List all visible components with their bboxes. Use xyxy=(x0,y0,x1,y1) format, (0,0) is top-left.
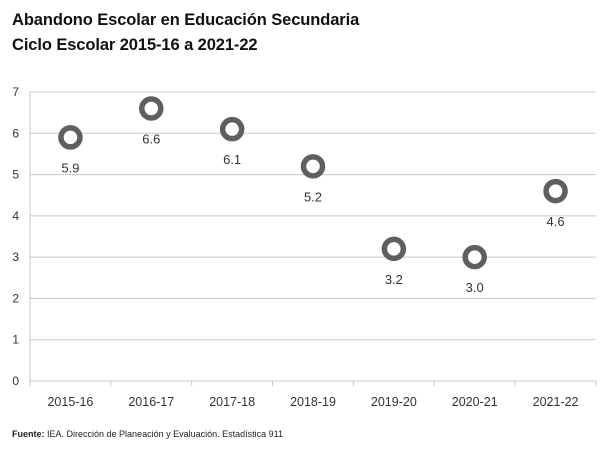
data-point-2016-17 xyxy=(139,96,164,121)
data-label-2015-16: 5.9 xyxy=(61,160,79,175)
data-point-2020-21 xyxy=(462,244,487,270)
data-label-2018-19: 5.2 xyxy=(304,189,322,204)
y-tick-label-6: 6 xyxy=(12,126,19,140)
x-tick-label-2017-18: 2017-18 xyxy=(209,395,255,409)
y-tick-label-1: 1 xyxy=(12,333,19,347)
y-tick-label-7: 7 xyxy=(12,85,19,99)
x-tick-label-2018-19: 2018-19 xyxy=(290,395,336,409)
x-tick-label-2019-20: 2019-20 xyxy=(371,395,417,409)
data-label-2020-21: 3.0 xyxy=(466,280,484,295)
data-point-2017-18 xyxy=(219,116,245,142)
data-point-2019-20 xyxy=(381,236,407,262)
x-tick-label-2015-16: 2015-16 xyxy=(47,395,93,409)
data-label-2016-17: 6.6 xyxy=(142,132,160,147)
data-point-2021-22 xyxy=(543,178,568,204)
data-label-2019-20: 3.2 xyxy=(385,272,403,287)
source-label: Fuente: xyxy=(12,429,45,439)
x-tick-label-2021-22: 2021-22 xyxy=(533,395,579,409)
chart-subtitle: Ciclo Escolar 2015-16 a 2021-22 xyxy=(12,36,258,54)
chart-title: Abandono Escolar en Educación Secundaria xyxy=(12,11,360,29)
data-label-2017-18: 6.1 xyxy=(223,152,241,167)
data-label-2021-22: 4.6 xyxy=(547,214,565,229)
y-tick-label-5: 5 xyxy=(12,168,19,182)
y-tick-label-4: 4 xyxy=(12,209,19,223)
x-tick-label-2016-17: 2016-17 xyxy=(128,395,174,409)
y-tick-label-2: 2 xyxy=(12,291,19,305)
data-point-2015-16 xyxy=(58,125,83,150)
x-tick-label-2020-21: 2020-21 xyxy=(452,395,498,409)
data-point-2018-19 xyxy=(300,154,326,179)
chart-title-block: Abandono Escolar en Educación Secundaria… xyxy=(12,8,359,58)
y-tick-label-0: 0 xyxy=(12,374,19,388)
y-tick-label-3: 3 xyxy=(12,250,19,264)
source-text: IEA. Dirección de Planeación y Evaluació… xyxy=(47,429,283,439)
source-note: Fuente: IEA. Dirección de Planeación y E… xyxy=(12,429,283,439)
